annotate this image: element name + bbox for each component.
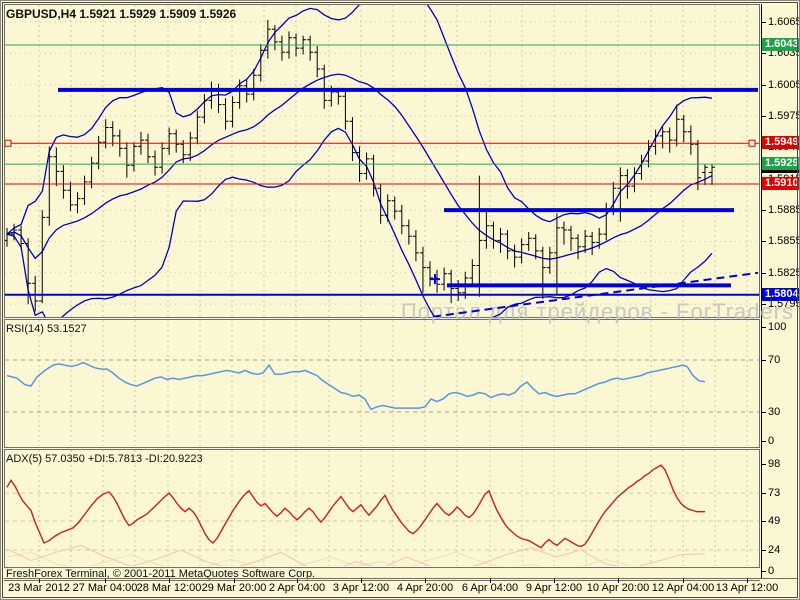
price-badge-1.5804: 1.5804 [762, 287, 799, 301]
adx-scale-label: 49 [768, 514, 781, 527]
rsi-scale-label: 70 [768, 354, 781, 366]
rsi-scale-label: 0 [768, 435, 775, 447]
time-tick-label: 23 Mar 2012 [8, 582, 70, 594]
price-tick-label: 1.5795 [768, 298, 800, 311]
time-tick [361, 579, 362, 583]
time-tick [490, 579, 491, 583]
time-tick-label: 27 Mar 04:00 [72, 582, 138, 594]
time-tick-label: 4 Apr 20:00 [396, 582, 454, 594]
time-tick [683, 579, 684, 583]
price-tick-label: 1.5855 [768, 235, 800, 248]
adx-indicator-label: ADX(5) 57.0350 +DI:5.7813 -DI:20.9223 [6, 453, 203, 465]
axis-tick [761, 327, 766, 328]
time-tick-label: 29 Mar 20:00 [201, 582, 267, 594]
adx-scale-label: 0 [768, 565, 775, 577]
rsi-indicator-label: RSI(14) 53.1527 [6, 323, 87, 335]
time-tick [297, 579, 298, 583]
rsi-scale-label: 100 [768, 321, 787, 333]
time-tick-label: 3 Apr 12:00 [332, 582, 390, 594]
time-tick [234, 579, 235, 583]
axis-tick [761, 210, 766, 212]
copyright-text: FreshForex Terminal, © 2001-2011 MetaQuo… [6, 568, 316, 580]
time-tick-label: 13 Apr 12:00 [715, 582, 779, 594]
axis-tick [761, 241, 766, 243]
time-tick-label: 9 Apr 12:00 [525, 582, 583, 594]
adx-scale-label: 73 [768, 487, 781, 500]
price-tick-label: 1.5975 [768, 110, 800, 123]
axis-tick [761, 493, 766, 495]
axis-tick [761, 53, 766, 55]
price-tick-label: 1.5885 [768, 204, 800, 217]
time-tick [105, 579, 106, 583]
chart-title: GBPUSD,H4 1.5921 1.5929 1.5909 1.5926 [6, 7, 237, 21]
axis-tick [761, 116, 766, 118]
time-tick [169, 579, 170, 583]
time-tick [39, 579, 40, 583]
time-tick [747, 579, 748, 583]
rsi-scale-label: 30 [768, 406, 781, 418]
axis-tick [761, 22, 766, 23]
price-chart-panel[interactable] [4, 4, 760, 318]
time-tick [425, 579, 426, 583]
price-badge-1.5910: 1.5910 [762, 176, 799, 190]
price-badge-1.5949: 1.5949 [762, 136, 799, 150]
footer-strip [4, 567, 760, 581]
time-tick [618, 579, 619, 583]
axis-tick [761, 441, 766, 442]
adx-scale-label: 98 [768, 458, 781, 471]
axis-tick [761, 550, 766, 551]
time-tick-label: 28 Mar 12:00 [136, 582, 202, 594]
price-axis-border [761, 4, 762, 578]
axis-tick [761, 272, 766, 274]
price-tick-label: 1.6065 [768, 16, 800, 28]
time-tick-label: 12 Apr 04:00 [651, 582, 715, 594]
price-tick-label: 1.6005 [768, 78, 800, 91]
axis-tick [761, 412, 766, 413]
price-badge-1.5929: 1.5929 [762, 157, 799, 171]
broker-watermark: Портал для трейдеров - ForTraders [400, 299, 794, 324]
time-tick-label: 10 Apr 20:00 [586, 582, 650, 594]
price-tick-label: 1.5825 [768, 266, 800, 279]
axis-tick [761, 360, 766, 361]
axis-tick [761, 84, 766, 86]
time-tick [554, 579, 555, 583]
axis-tick [761, 520, 766, 522]
time-tick-label: 2 Apr 04:00 [268, 582, 326, 594]
time-tick-label: 6 Apr 04:00 [461, 582, 519, 594]
axis-tick [761, 304, 766, 306]
adx-scale-label: 24 [768, 544, 781, 556]
rsi-indicator-panel[interactable] [4, 319, 760, 448]
price-badge-1.6043: 1.6043 [762, 37, 799, 51]
axis-tick [761, 464, 766, 466]
axis-tick [761, 571, 766, 572]
